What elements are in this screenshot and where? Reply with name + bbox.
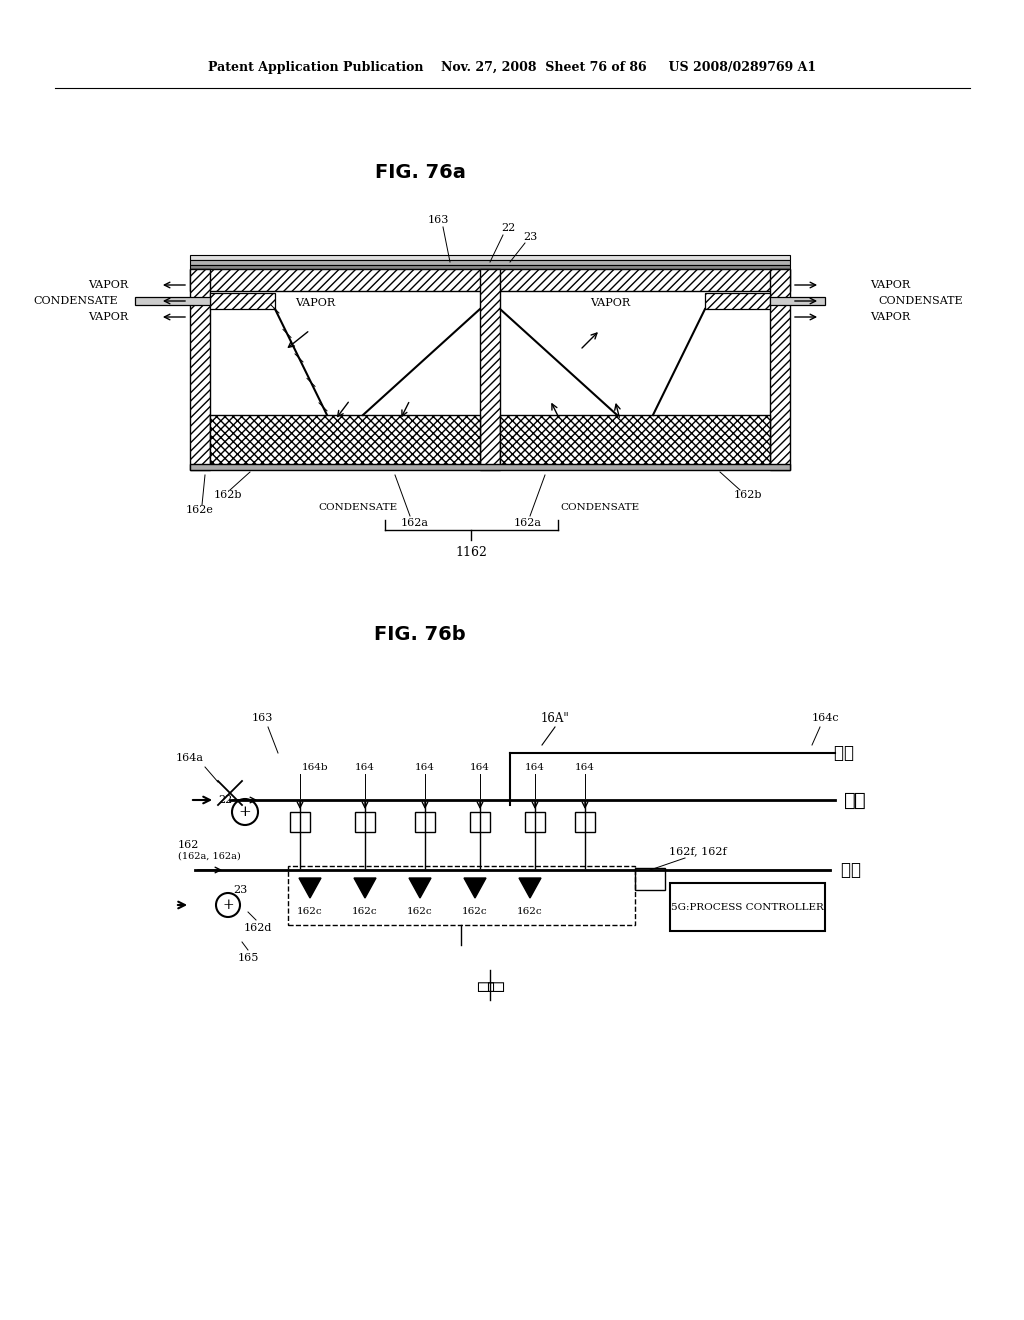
- Text: 163: 163: [427, 215, 449, 224]
- Polygon shape: [519, 878, 541, 898]
- Bar: [135, 297, 210, 305]
- Text: +: +: [222, 898, 233, 912]
- Text: 5G:PROCESS CONTROLLER: 5G:PROCESS CONTROLLER: [671, 903, 823, 912]
- Bar: [770, 297, 825, 305]
- Text: 23: 23: [523, 232, 538, 242]
- Text: 162a: 162a: [401, 517, 429, 528]
- Text: 162b: 162b: [734, 490, 762, 500]
- Text: 162e: 162e: [186, 506, 214, 515]
- Bar: [705, 293, 770, 309]
- Text: 162c: 162c: [297, 908, 323, 916]
- Text: CONDENSATE: CONDENSATE: [560, 503, 640, 512]
- Text: 162d: 162d: [244, 923, 272, 933]
- Text: 22: 22: [501, 223, 515, 234]
- Text: 164: 164: [575, 763, 595, 772]
- Text: 164: 164: [415, 763, 435, 772]
- Text: +: +: [239, 805, 251, 818]
- Bar: [670, 883, 825, 931]
- Text: (162a, 162a): (162a, 162a): [178, 851, 241, 861]
- Text: 164c: 164c: [811, 713, 839, 723]
- Text: 23: 23: [232, 884, 247, 895]
- Text: 〜: 〜: [844, 791, 856, 809]
- Text: VAPOR: VAPOR: [590, 298, 630, 308]
- Polygon shape: [354, 878, 376, 898]
- Text: Patent Application Publication    Nov. 27, 2008  Sheet 76 of 86     US 2008/0289: Patent Application Publication Nov. 27, …: [208, 62, 816, 74]
- Text: 〜: 〜: [854, 791, 866, 809]
- Bar: [525, 812, 545, 832]
- Polygon shape: [464, 878, 486, 898]
- Text: 164: 164: [470, 763, 489, 772]
- Bar: [635, 869, 665, 890]
- Text: 162b: 162b: [214, 490, 243, 500]
- Text: 164a: 164a: [176, 752, 204, 763]
- Text: 162c: 162c: [408, 908, 433, 916]
- Text: 162a: 162a: [514, 517, 542, 528]
- Text: CONDENSATE: CONDENSATE: [878, 296, 963, 306]
- Bar: [355, 812, 375, 832]
- Text: 164: 164: [525, 763, 545, 772]
- Text: FIG. 76a: FIG. 76a: [375, 162, 466, 181]
- Text: 〜: 〜: [833, 744, 843, 762]
- Bar: [190, 269, 790, 290]
- Bar: [190, 465, 790, 470]
- Bar: [190, 260, 790, 265]
- Text: 162f, 162f: 162f, 162f: [670, 846, 727, 855]
- Text: 164b: 164b: [302, 763, 329, 772]
- Text: 1162: 1162: [455, 545, 487, 558]
- Text: 162: 162: [178, 840, 200, 850]
- Bar: [288, 866, 635, 925]
- Text: 164: 164: [355, 763, 375, 772]
- Polygon shape: [409, 878, 431, 898]
- Bar: [210, 414, 480, 465]
- Text: 22: 22: [218, 795, 232, 805]
- Text: 〜: 〜: [840, 861, 850, 879]
- Text: 〜: 〜: [843, 744, 853, 762]
- Bar: [190, 269, 210, 470]
- Text: 162c: 162c: [462, 908, 487, 916]
- Text: VAPOR: VAPOR: [870, 312, 910, 322]
- Bar: [415, 812, 435, 832]
- Bar: [210, 293, 275, 309]
- Bar: [575, 812, 595, 832]
- Text: 〜: 〜: [485, 979, 505, 991]
- Bar: [290, 812, 310, 832]
- Text: 165: 165: [238, 953, 259, 964]
- Bar: [190, 255, 790, 260]
- Text: CONDENSATE: CONDENSATE: [318, 503, 397, 512]
- Text: 163: 163: [251, 713, 272, 723]
- Text: 〜: 〜: [850, 861, 860, 879]
- Text: FIG. 76b: FIG. 76b: [374, 626, 466, 644]
- Bar: [500, 414, 770, 465]
- Polygon shape: [299, 878, 321, 898]
- Bar: [770, 269, 790, 470]
- Text: 162c: 162c: [352, 908, 378, 916]
- Text: 162c: 162c: [517, 908, 543, 916]
- Text: CONDENSATE: CONDENSATE: [34, 296, 118, 306]
- Bar: [190, 265, 790, 269]
- Bar: [480, 269, 500, 470]
- Text: VAPOR: VAPOR: [88, 280, 128, 290]
- Text: 〜: 〜: [475, 979, 495, 991]
- Text: VAPOR: VAPOR: [870, 280, 910, 290]
- Text: 16A": 16A": [541, 711, 569, 725]
- Bar: [470, 812, 490, 832]
- Text: VAPOR: VAPOR: [88, 312, 128, 322]
- Text: VAPOR: VAPOR: [295, 298, 335, 308]
